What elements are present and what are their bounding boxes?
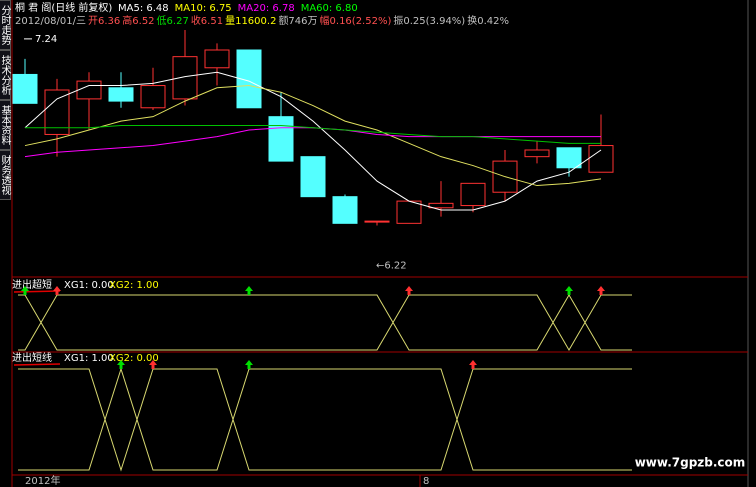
year-label: 2012年 bbox=[25, 474, 60, 487]
sell-arrow bbox=[149, 360, 157, 369]
candle-body bbox=[332, 196, 358, 224]
ma-readout: MA5: 6.48 bbox=[118, 3, 169, 14]
candle-body bbox=[204, 49, 230, 69]
ma-readouts: MA5: 6.48 MA10: 6.75 MA20: 6.78 MA60: 6.80 bbox=[118, 3, 358, 14]
candle-body bbox=[396, 200, 422, 224]
buy-arrow bbox=[565, 286, 573, 295]
sell-arrow bbox=[53, 286, 61, 295]
buy-arrow bbox=[117, 360, 125, 369]
low-label: ←6.22 bbox=[376, 261, 407, 272]
candle-body bbox=[172, 56, 198, 100]
candle-body bbox=[140, 85, 166, 109]
quote-field: 2012/08/01/三 bbox=[15, 16, 86, 27]
buy-arrow bbox=[245, 360, 253, 369]
sell-arrow bbox=[405, 286, 413, 295]
quote-field: 量11600.2 bbox=[225, 15, 276, 27]
title-underline bbox=[13, 363, 61, 366]
candle-body bbox=[556, 147, 582, 169]
ma-readout: MA20: 6.78 bbox=[238, 3, 295, 14]
candle-body bbox=[44, 89, 70, 135]
high-label: 7.24 bbox=[35, 34, 57, 45]
sidebar-tab[interactable]: 分时走势 bbox=[0, 0, 11, 50]
indicator-readout: XG2: 1.00 bbox=[109, 280, 159, 291]
indicator-line bbox=[18, 294, 632, 351]
candle-body bbox=[108, 87, 134, 102]
sell-arrow bbox=[597, 286, 605, 295]
title-underline bbox=[13, 290, 61, 293]
candle-body bbox=[12, 73, 38, 104]
quote-field: 高6.52 bbox=[122, 14, 154, 27]
candle-body bbox=[364, 220, 390, 223]
indicator-readout: XG2: 0.00 bbox=[109, 353, 159, 364]
ma-line bbox=[24, 71, 602, 211]
ma-readout: MA60: 6.80 bbox=[301, 3, 358, 14]
candle-body bbox=[76, 80, 102, 100]
sell-arrow bbox=[469, 360, 477, 369]
ma-line bbox=[25, 125, 601, 144]
buy-arrow bbox=[245, 286, 253, 295]
indicator-line bbox=[18, 368, 632, 472]
ma-line bbox=[24, 127, 601, 158]
watermark: www.7gpzb.com bbox=[635, 456, 746, 470]
quote-line: 2012/08/01/三 开6.36 高6.52 低6.27 收6.51 量11600.2… bbox=[15, 14, 509, 27]
quote-field: 幅0.16(2.52%) bbox=[320, 14, 392, 27]
indicator-readout: XG1: 0.00 bbox=[64, 280, 114, 291]
indicator-title: 进出短线 bbox=[12, 351, 52, 364]
candle-body bbox=[524, 149, 550, 158]
buy-arrow bbox=[21, 286, 29, 295]
candle-body bbox=[460, 182, 486, 207]
candle-body bbox=[300, 156, 326, 198]
quote-field: 低6.27 bbox=[157, 14, 189, 27]
sidebar-tab[interactable]: 财务透视 bbox=[0, 150, 11, 200]
indicator-line bbox=[18, 367, 632, 471]
candle-body bbox=[588, 145, 614, 173]
ma-line bbox=[24, 85, 602, 187]
indicator-title: 进出超短 bbox=[12, 278, 52, 291]
candle-body bbox=[268, 116, 294, 162]
indicator-line bbox=[18, 294, 632, 351]
candle-body bbox=[428, 202, 454, 209]
sidebar-tab[interactable]: 基本资料 bbox=[0, 100, 11, 150]
quote-field: 振0.25(3.94%) bbox=[393, 14, 465, 27]
quote-field: 换0.42% bbox=[467, 14, 509, 27]
quote-field: 额746万 bbox=[278, 14, 317, 27]
stock-name: 桐 君 阁(日线 前复权) bbox=[15, 1, 112, 14]
quote-field: 收6.51 bbox=[191, 14, 223, 27]
quote-field: 开6.36 bbox=[88, 16, 120, 27]
indicator-readout: XG1: 1.00 bbox=[64, 353, 114, 364]
ma-readout: MA10: 6.75 bbox=[175, 3, 232, 14]
month-label: 8 bbox=[423, 476, 429, 487]
sidebar-tab[interactable]: 技术分析 bbox=[0, 50, 11, 100]
